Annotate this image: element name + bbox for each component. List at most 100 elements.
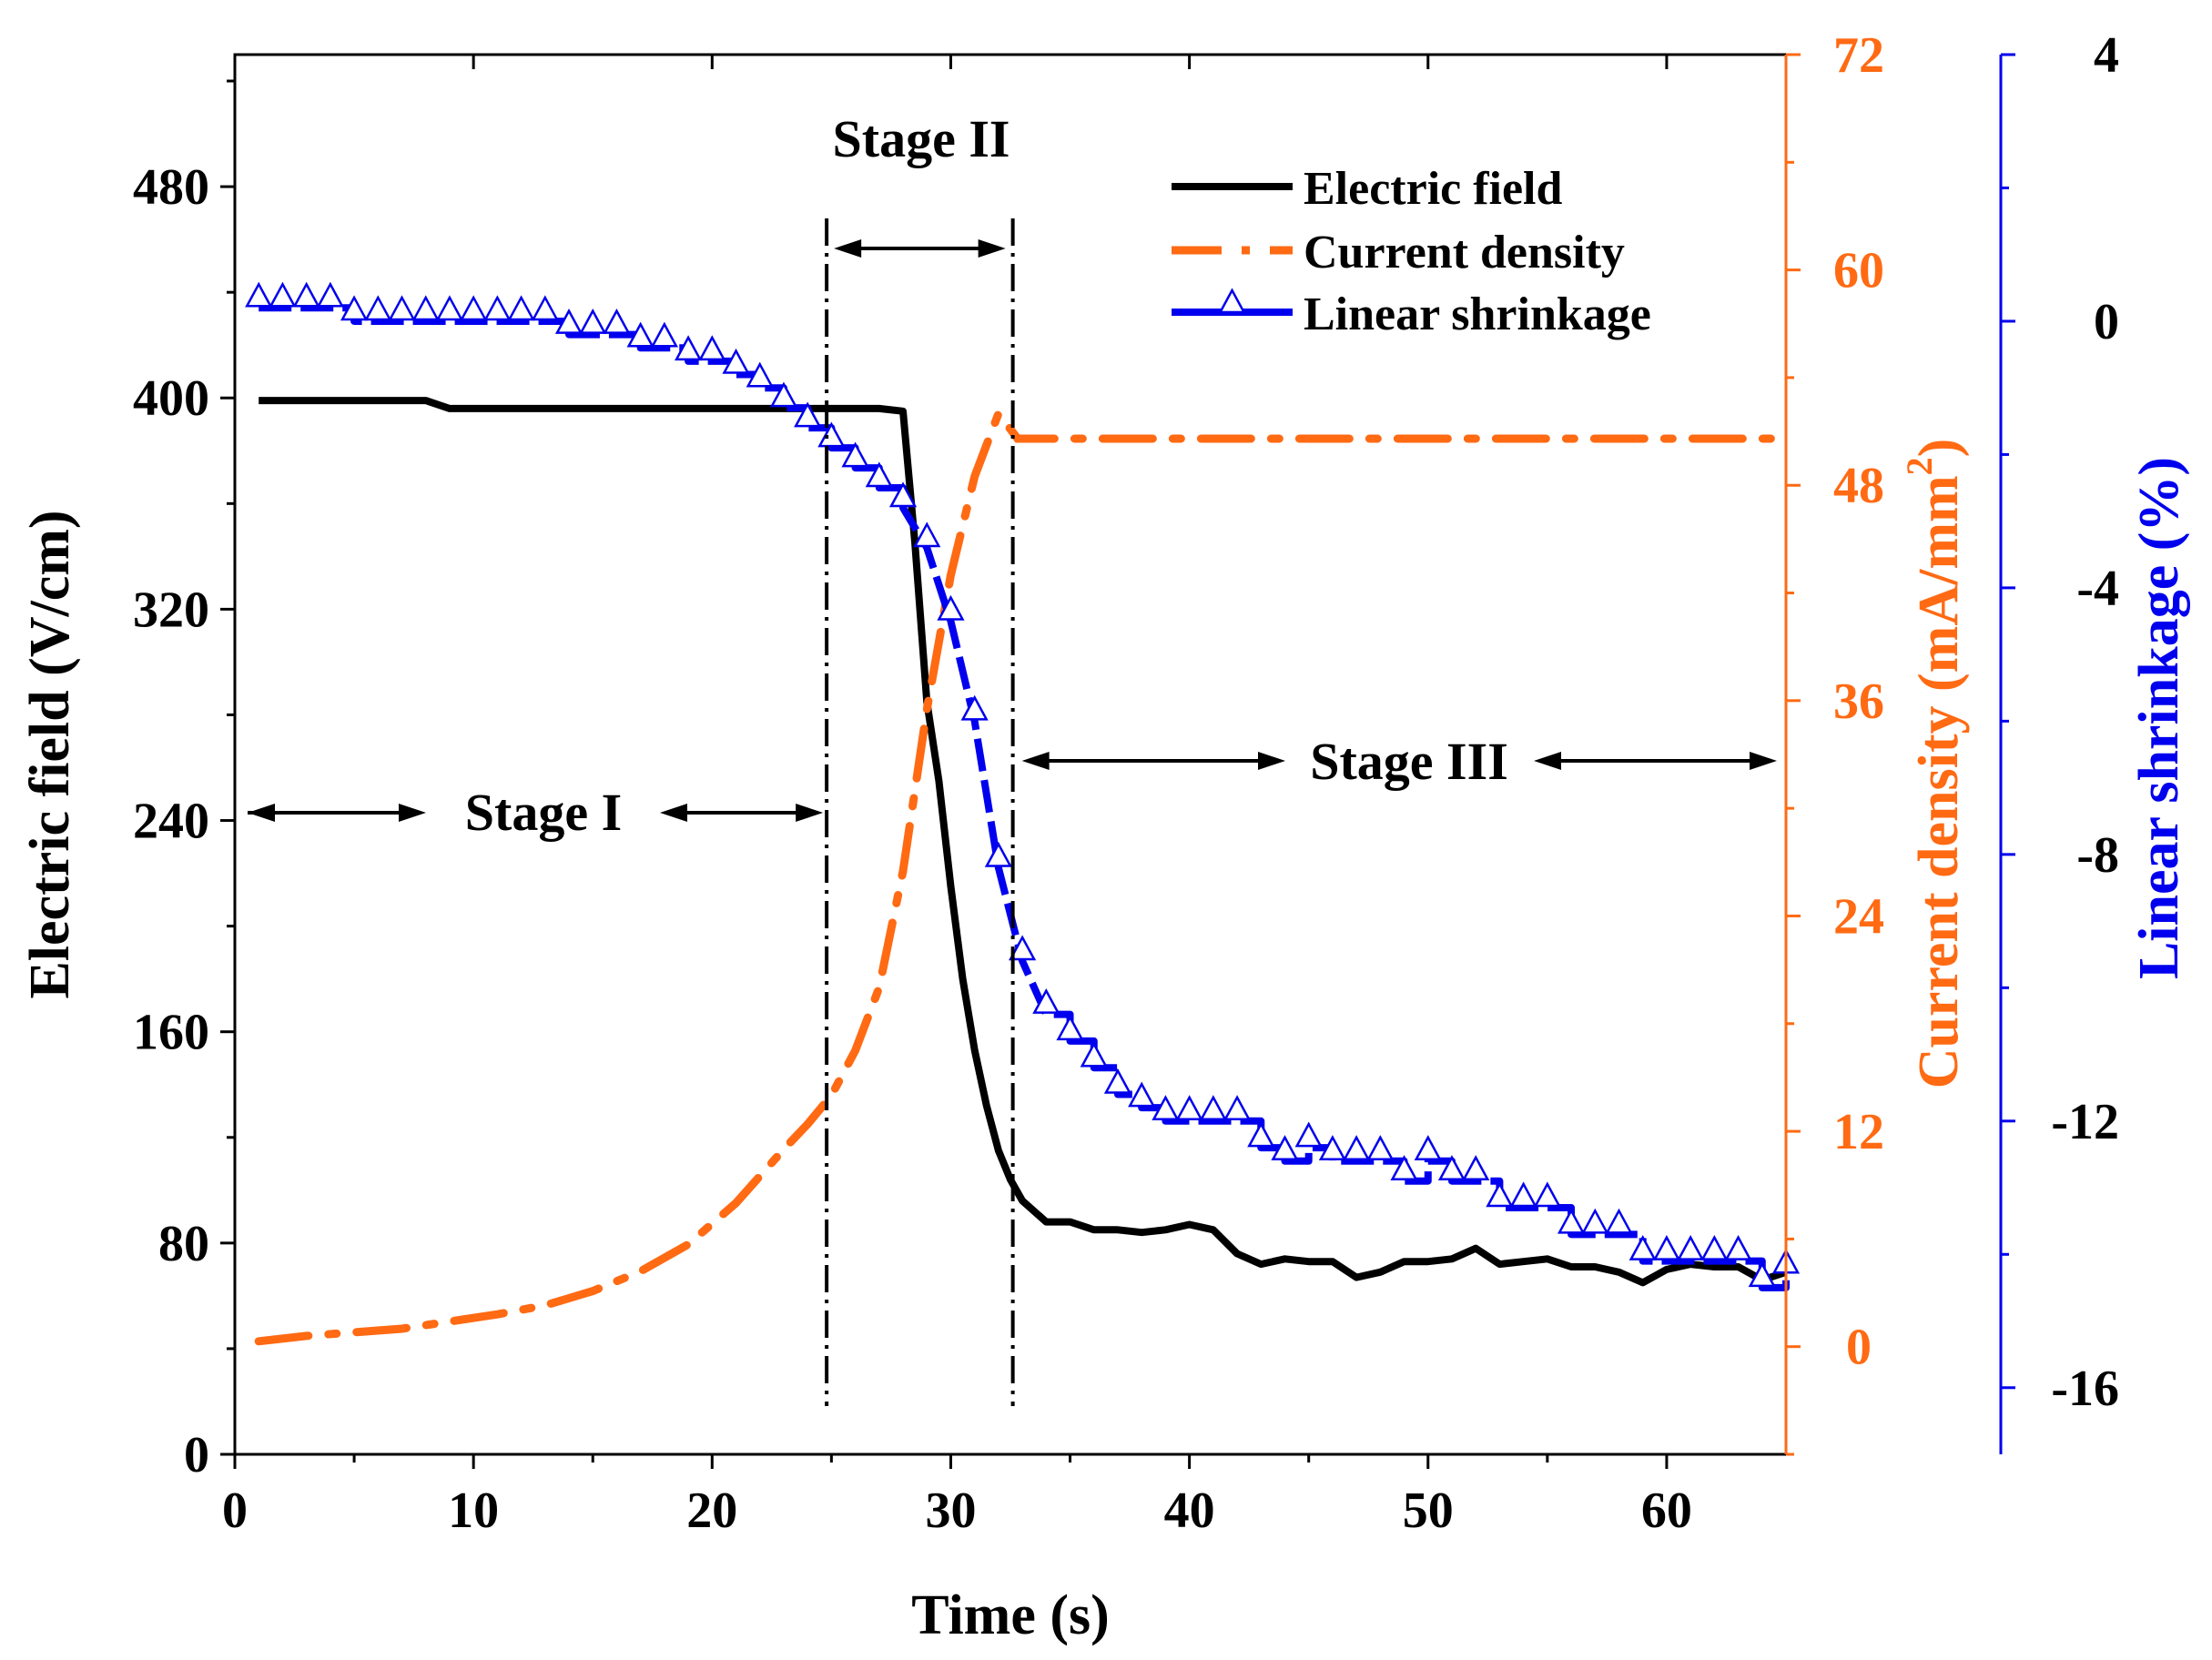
- arrow-head-left: [1021, 752, 1050, 770]
- shrinkage-marker: [411, 295, 440, 321]
- shrinkage-marker: [1581, 1208, 1609, 1234]
- shrinkage-marker: [1152, 1095, 1180, 1121]
- y-left-tick-label: 80: [158, 1216, 209, 1272]
- shrinkage-marker: [888, 481, 918, 508]
- shrinkage-marker: [1677, 1234, 1705, 1260]
- y-right1-tick-label: 60: [1833, 243, 1884, 299]
- arrow-head-right: [978, 239, 1006, 258]
- shrinkage-marker: [746, 361, 774, 388]
- y-right2-tick-label: -8: [2076, 827, 2119, 884]
- annotation-layer: Stage I Stage II Stage III: [248, 109, 1777, 1406]
- y-right1-tick-label: 0: [1846, 1320, 1872, 1376]
- shrinkage-marker: [292, 281, 320, 308]
- shrinkage-marker: [650, 321, 678, 348]
- stage2-arrow: [834, 239, 1006, 258]
- shrinkage-marker: [769, 381, 798, 408]
- shrinkage-marker: [340, 295, 369, 321]
- stage3-arrow-left: [1021, 752, 1285, 770]
- shrinkage-marker: [269, 281, 297, 308]
- shrinkage-marker: [1175, 1095, 1203, 1121]
- shrinkage-marker: [841, 441, 869, 468]
- legend-shrink-label: Linear shrinkage: [1304, 288, 1651, 340]
- x-tick-label: 10: [448, 1483, 499, 1539]
- shrinkage-marker: [364, 295, 392, 321]
- y-left-axis-label: Electric field (V/cm): [19, 510, 81, 998]
- y-left-tick-label: 480: [133, 159, 209, 216]
- y-left-tick-label: 160: [133, 1005, 209, 1061]
- shrinkage-marker: [1629, 1234, 1657, 1260]
- arrow-head-left: [834, 239, 862, 258]
- shrinkage-marker: [1700, 1234, 1729, 1260]
- x-tick-label: 40: [1164, 1483, 1215, 1539]
- shrinkage-marker: [245, 281, 273, 308]
- shrinkage-marker: [435, 295, 464, 321]
- shrinkage-marker: [794, 401, 822, 428]
- y-left-tick-label: 240: [133, 794, 209, 850]
- shrinkage-marker: [937, 594, 965, 621]
- shrinkage-marker: [1080, 1041, 1108, 1068]
- x-tick-label: 20: [686, 1483, 737, 1539]
- shrinkage-marker: [865, 461, 893, 488]
- y-right1-tick-label: 36: [1833, 673, 1884, 730]
- y-left-tick-label: 0: [184, 1427, 209, 1483]
- shrinkage-marker: [1533, 1181, 1561, 1208]
- y-right2-tick-label: 4: [2094, 27, 2119, 84]
- series-current-density-line: [254, 405, 1791, 1346]
- y-right2-tick-label: -16: [2051, 1361, 2119, 1417]
- shrinkage-marker: [1748, 1261, 1776, 1288]
- shrinkage-marker: [984, 841, 1012, 867]
- arrow-head-right: [796, 804, 824, 822]
- stage1-arrow-left: [248, 804, 426, 822]
- y-right2-axis-label: Linear shrinkage (%): [2128, 457, 2190, 979]
- arrow-head-right: [1750, 752, 1777, 770]
- x-tick-label: 30: [925, 1483, 976, 1539]
- shrinkage-marker: [1366, 1135, 1395, 1161]
- shrinkage-marker: [1271, 1135, 1299, 1161]
- shrinkage-marker: [460, 295, 488, 321]
- shrinkage-marker: [1128, 1081, 1156, 1108]
- shrinkage-marker: [1724, 1234, 1752, 1260]
- y-right2-tick-label: 0: [2094, 294, 2119, 350]
- shrinkage-marker: [1437, 1155, 1466, 1180]
- shrinkage-marker: [1414, 1135, 1442, 1161]
- y-left-tick-label: 400: [133, 370, 209, 427]
- shrinkage-marker: [1032, 988, 1060, 1014]
- shrinkage-marker: [960, 694, 989, 721]
- arrow-head-right: [1258, 752, 1285, 770]
- legend: Electric field Current density Linear shri…: [1172, 163, 1651, 340]
- shrinkage-marker: [1294, 1121, 1323, 1148]
- shrinkage-marker: [603, 308, 631, 334]
- shrinkage-marker: [1103, 1068, 1132, 1094]
- shrinkage-marker: [531, 295, 559, 321]
- shrinkage-marker: [674, 335, 703, 361]
- shrinkage-marker: [554, 308, 583, 334]
- shrinkage-marker: [1318, 1135, 1347, 1161]
- stage1-arrow-right: [660, 804, 824, 822]
- y-right1-tick-label: 72: [1833, 27, 1884, 84]
- x-tick-label: 50: [1403, 1483, 1454, 1539]
- shrinkage-marker: [1223, 1095, 1252, 1121]
- shrinkage-marker: [1462, 1155, 1490, 1180]
- shrinkage-marker: [483, 295, 512, 321]
- y-right2-tick-label: -12: [2051, 1094, 2119, 1150]
- shrinkage-marker: [698, 335, 726, 361]
- shrinkage-marker: [316, 281, 344, 308]
- legend-current-label: Current density: [1304, 227, 1625, 278]
- arrow-head-left: [660, 804, 687, 822]
- shrinkage-marker: [1056, 1015, 1084, 1041]
- y-left-tick-label: 320: [133, 582, 209, 638]
- x-tick-label: 60: [1641, 1483, 1692, 1539]
- shrinkage-marker: [626, 321, 654, 348]
- shrinkage-marker: [1247, 1121, 1275, 1148]
- legend-electric-label: Electric field: [1304, 163, 1563, 215]
- x-tick-label: 0: [222, 1483, 248, 1539]
- stage1-label: Stage I: [465, 783, 622, 842]
- shrinkage-marker: [1652, 1234, 1681, 1260]
- y-right2-tick-label: -4: [2076, 561, 2119, 617]
- shrinkage-marker: [1605, 1208, 1633, 1234]
- y-right1-tick-label: 12: [1833, 1104, 1884, 1160]
- series-electric-field-line: [259, 397, 1788, 1287]
- stage3-arrow-right: [1534, 752, 1777, 770]
